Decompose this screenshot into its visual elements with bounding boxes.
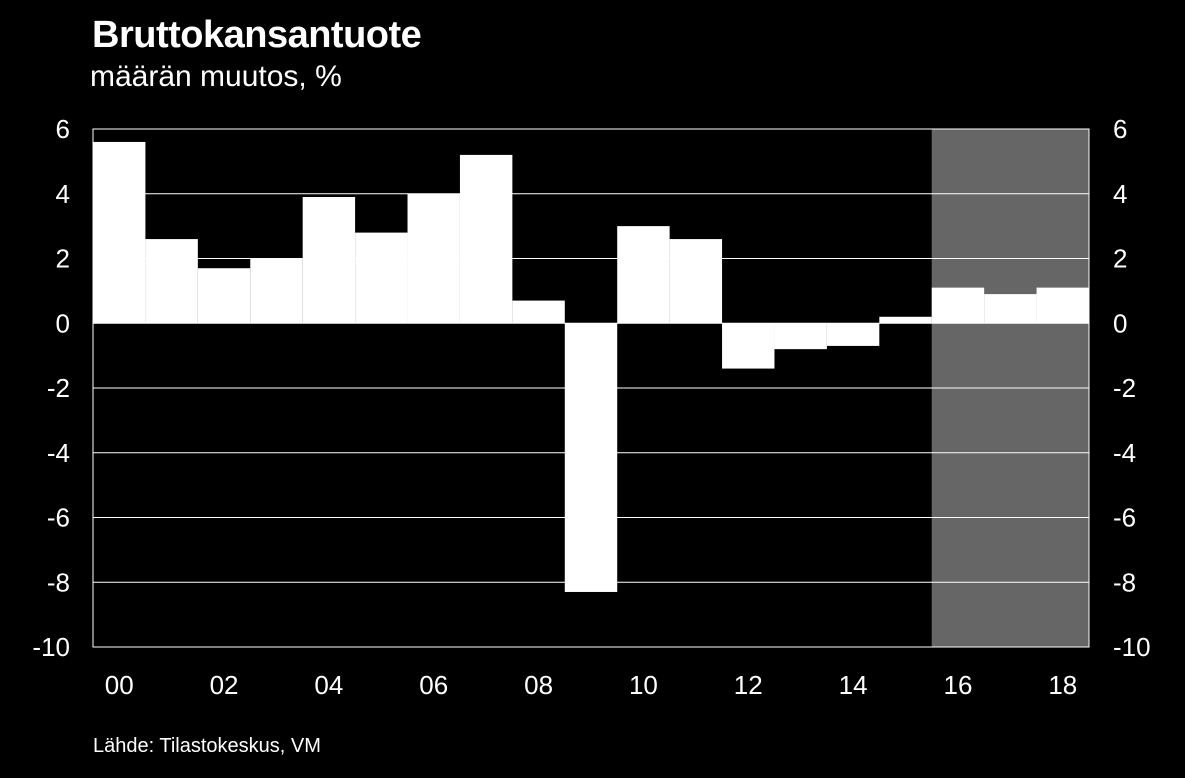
bar-10 [617, 226, 670, 324]
bar-00 [93, 141, 146, 324]
y-tick-label-left: -4 [47, 438, 70, 468]
bar-12 [722, 323, 775, 369]
plot-frame [92, 128, 1090, 648]
bar-09 [564, 323, 618, 592]
x-tick-label: 02 [210, 670, 239, 700]
bar-06 [407, 193, 460, 324]
x-tick-label: 16 [943, 670, 972, 700]
bar-08 [512, 300, 565, 324]
y-tick-label-left: 4 [56, 179, 70, 209]
bar-17 [984, 294, 1037, 324]
bar-05 [355, 232, 408, 324]
y-tick-label-left: 6 [56, 114, 70, 144]
bar-18 [1036, 287, 1089, 324]
y-tick-label-left: 2 [56, 244, 70, 274]
y-tick-label-right: 4 [1113, 179, 1127, 209]
y-tick-label-right: -10 [1113, 632, 1151, 662]
bar-13 [774, 323, 827, 350]
x-tick-label: 18 [1048, 670, 1077, 700]
y-tick-label-left: -2 [47, 373, 70, 403]
x-tick-label: 08 [524, 670, 553, 700]
bar-03 [250, 258, 303, 324]
source-note: Lähde: Tilastokeskus, VM [93, 735, 321, 757]
bar-01 [145, 239, 198, 324]
bar-15 [879, 316, 932, 324]
y-tick-label-right: 0 [1113, 308, 1127, 338]
bar-04 [302, 196, 356, 324]
x-tick-label: 06 [419, 670, 448, 700]
y-tick-label-right: 6 [1113, 114, 1127, 144]
bar-07 [459, 154, 513, 324]
x-tick-label: 12 [734, 670, 763, 700]
y-tick-label-right: -8 [1113, 567, 1136, 597]
bar-11 [669, 239, 723, 324]
chart-subtitle: määrän muutos, % [90, 60, 342, 93]
x-tick-label: 04 [314, 670, 343, 700]
x-tick-label: 00 [105, 670, 134, 700]
y-tick-label-right: -2 [1113, 373, 1136, 403]
y-tick-label-left: -6 [47, 503, 70, 533]
x-tick-label: 10 [629, 670, 658, 700]
chart-title: Bruttokansantuote [92, 14, 422, 56]
y-tick-label-left: 0 [56, 308, 70, 338]
bar-16 [931, 287, 985, 324]
y-tick-label-right: 2 [1113, 244, 1127, 274]
bar-02 [197, 268, 251, 324]
y-tick-label-right: -4 [1113, 438, 1136, 468]
y-tick-label-left: -10 [32, 632, 70, 662]
bar-14 [826, 323, 880, 346]
y-tick-label-right: -6 [1113, 503, 1136, 533]
y-tick-label-left: -8 [47, 567, 70, 597]
x-tick-label: 14 [839, 670, 868, 700]
